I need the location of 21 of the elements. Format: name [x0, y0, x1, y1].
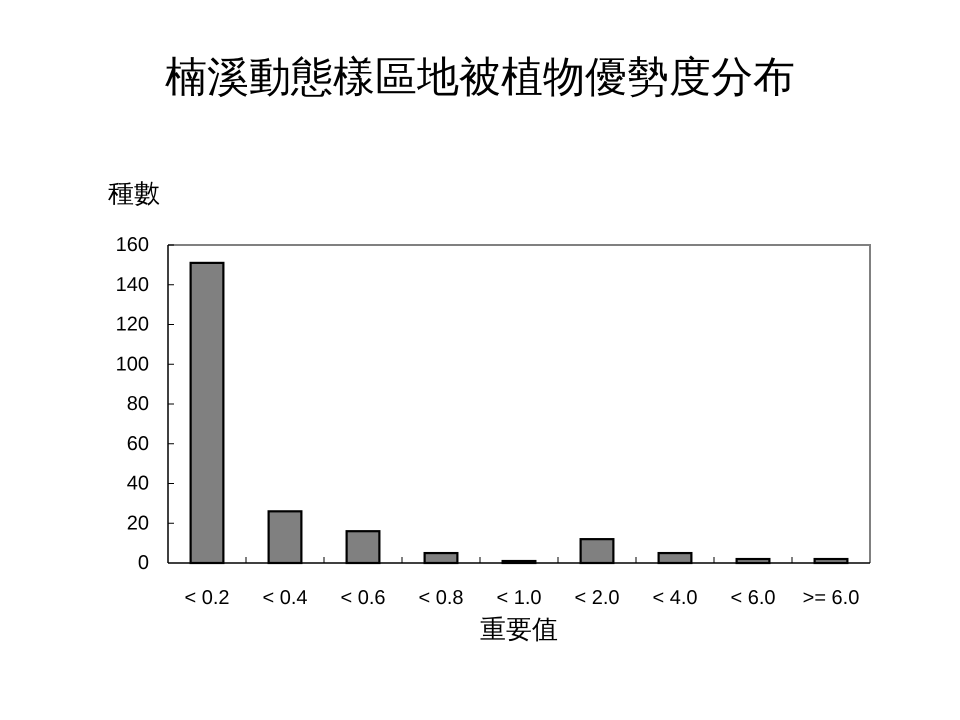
- x-tick-label: < 0.6: [340, 587, 386, 609]
- y-tick-label: 140: [116, 274, 149, 296]
- title: 楠溪動態樣區地被植物優勢度分布: [165, 55, 795, 101]
- y-tick-label: 40: [126, 472, 149, 494]
- x-tick-label: < 0.2: [184, 587, 230, 609]
- y-tick-label: 120: [116, 314, 149, 336]
- x-tick-label: < 6.0: [730, 587, 776, 609]
- x-tick-label: < 0.4: [262, 587, 308, 609]
- y-tick-label: 60: [126, 432, 149, 455]
- x-tick-label: < 2.0: [574, 587, 620, 609]
- x-axis-title: 重要值: [480, 615, 558, 644]
- y-tick-label: 100: [116, 353, 149, 376]
- y-tick-label: 20: [126, 512, 149, 534]
- y-tick-label: 80: [126, 393, 149, 415]
- x-tick-label: < 1.0: [496, 587, 542, 609]
- x-tick-label: < 0.8: [418, 587, 464, 609]
- x-tick-label: < 4.0: [652, 587, 698, 609]
- y-tick-label: 160: [116, 234, 149, 256]
- y-tick-label: 0: [138, 552, 149, 574]
- x-tick-label: >= 6.0: [802, 587, 860, 609]
- y-axis-title: 種數: [108, 179, 160, 208]
